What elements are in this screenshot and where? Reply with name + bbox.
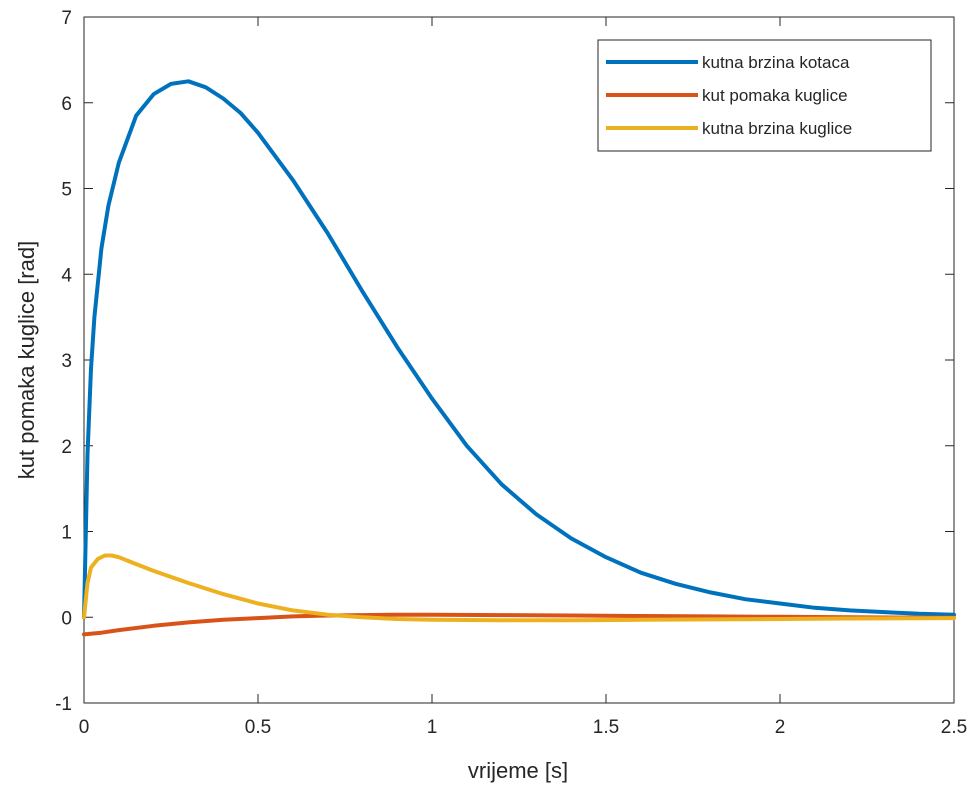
series-line-3 <box>82 553 956 623</box>
y-axis-label: kut pomaka kuglice [rad] <box>14 241 39 479</box>
series-layer <box>82 79 956 637</box>
series-group <box>82 79 956 620</box>
x-tick-label: 1.5 <box>593 717 619 738</box>
series-line-1 <box>82 79 956 620</box>
x-tick-label: 0 <box>79 717 90 738</box>
legend-item: kutna brzina kuglice <box>606 119 852 138</box>
legend: kutna brzina kotaca kut pomaka kuglice kut… <box>597 39 932 152</box>
x-tick-label: 0.5 <box>245 717 271 738</box>
y-tick-label: -1 <box>55 694 72 715</box>
x-tick-label: 2 <box>775 717 786 738</box>
x-tick-label: 1 <box>427 717 438 738</box>
legend-label: kutna brzina kuglice <box>702 119 852 138</box>
legend-item: kutna brzina kotaca <box>606 53 850 72</box>
y-axis-ticks: -1 0 1 2 3 4 5 6 7 <box>55 8 954 715</box>
legend-label: kutna brzina kotaca <box>702 53 850 72</box>
legend-label: kut pomaka kuglice <box>702 86 848 105</box>
x-axis-ticks: 0 0.5 1 1.5 2 2.5 <box>79 17 967 738</box>
y-tick-label: 4 <box>61 265 72 286</box>
series-group <box>82 612 956 637</box>
y-tick-label: 0 <box>61 608 72 629</box>
series-line-2 <box>82 612 956 637</box>
y-tick-label: 5 <box>61 180 72 201</box>
y-tick-label: 3 <box>61 351 72 372</box>
y-tick-label: 7 <box>61 8 72 29</box>
series-group <box>82 553 956 623</box>
y-tick-label: 1 <box>61 523 72 544</box>
legend-item: kut pomaka kuglice <box>606 86 848 105</box>
y-tick-label: 2 <box>61 437 72 458</box>
x-tick-label: 2.5 <box>941 717 967 738</box>
y-tick-label: 6 <box>61 94 72 115</box>
x-axis-label: vrijeme [s] <box>468 758 568 783</box>
